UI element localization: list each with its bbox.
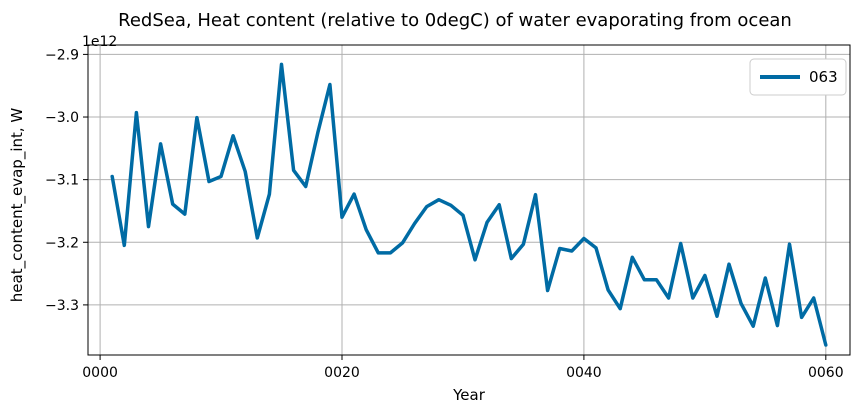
y-tick-label: −3.2: [45, 235, 79, 251]
series-layer: [110, 62, 828, 347]
series-line-063: [110, 62, 828, 347]
y-axis-ticks: −2.9 −3.0 −3.1 −3.2 −3.3: [45, 47, 88, 314]
y-tick-label: −3.3: [45, 298, 79, 314]
y-tick-label: −3.0: [45, 110, 79, 126]
y-axis-label: heat_content_evap_int, W: [8, 108, 27, 303]
x-tick-label: 0000: [82, 365, 118, 381]
x-tick-label: 0020: [324, 365, 360, 381]
plot-frame: [87, 44, 851, 356]
legend: 063: [749, 58, 847, 96]
y-tick-label: −3.1: [45, 173, 79, 189]
x-tick-label: 0040: [566, 365, 602, 381]
x-axis-label: Year: [452, 386, 486, 404]
x-tick-label: 0060: [808, 365, 844, 381]
y-axis-offset-label: 1e12: [82, 34, 117, 50]
legend-label: 063: [809, 68, 838, 86]
chart-title: RedSea, Heat content (relative to 0degC)…: [118, 10, 792, 31]
x-axis-ticks: 0000 0020 0040 0060: [82, 355, 844, 381]
y-tick-label: −2.9: [45, 47, 79, 63]
grid-lines: [88, 45, 850, 355]
